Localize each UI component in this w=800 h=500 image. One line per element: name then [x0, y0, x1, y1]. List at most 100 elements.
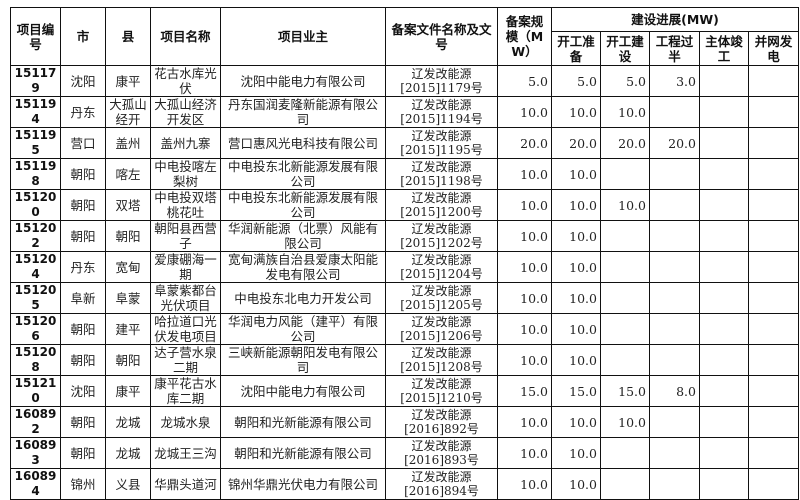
project-name: 朝阳县西营子: [150, 220, 221, 252]
doc-number: [2015]1194号: [400, 112, 483, 126]
project-name: 阜蒙紫都台光伏项目: [150, 282, 221, 314]
filed-scale: 10.0: [497, 313, 552, 345]
stage-value: [600, 220, 650, 252]
stage-value: [649, 344, 700, 376]
stage-value: [649, 282, 700, 314]
filed-scale: 10.0: [497, 406, 552, 438]
header-stage: 开工建设: [600, 31, 650, 66]
doc-name: 辽发改能源: [411, 284, 472, 298]
project-id: 151208: [10, 344, 61, 376]
filed-scale: 20.0: [497, 127, 552, 159]
project-name: 爱康硼海一期: [150, 251, 221, 283]
county: 阜蒙: [105, 282, 151, 314]
filing-document: 辽发改能源 [2016]893号: [385, 437, 498, 469]
project-owner: 三峡新能源朝阳发电有限公司: [220, 344, 386, 376]
project-id: 151179: [10, 65, 61, 97]
project-name: 大孤山经济开发区: [150, 96, 221, 128]
table-row: 151210 沈阳 康平 康平花古水库二期 沈阳中能电力有限公司 辽发改能源 [2015]1…: [10, 375, 799, 407]
filed-scale: 5.0: [497, 65, 552, 97]
doc-name: 辽发改能源: [411, 408, 472, 422]
city: 朝阳: [60, 344, 106, 376]
stage-value: [699, 406, 749, 438]
stage-value: [649, 158, 700, 190]
project-id: 151194: [10, 96, 61, 128]
project-name: 盖州九寨: [150, 127, 221, 159]
header-owner: 项目业主: [220, 7, 386, 66]
doc-number: [2015]1198号: [400, 174, 483, 188]
doc-name: 辽发改能源: [411, 191, 472, 205]
doc-number: [2015]1208号: [400, 360, 483, 374]
table-row: 151208 朝阳 朝阳 达子营水泉二期 三峡新能源朝阳发电有限公司 辽发改能源 [2015…: [10, 344, 799, 376]
project-id: 151204: [10, 251, 61, 283]
stage-value: [600, 313, 650, 345]
city: 沈阳: [60, 65, 106, 97]
filing-document: 辽发改能源 [2015]1198号: [385, 158, 498, 190]
project-id: 160894: [10, 468, 61, 500]
stage-value: [748, 313, 799, 345]
county: 双塔: [105, 189, 151, 221]
filing-document: 辽发改能源 [2016]894号: [385, 468, 498, 500]
project-name: 花古水库光伏: [150, 65, 221, 97]
doc-name: 辽发改能源: [411, 160, 472, 174]
county: 康平: [105, 65, 151, 97]
doc-name: 辽发改能源: [411, 67, 472, 81]
stage-value: [748, 158, 799, 190]
stage-value: [699, 282, 749, 314]
header-id: 项目编号: [10, 7, 61, 66]
stage-value: [600, 251, 650, 283]
city: 朝阳: [60, 313, 106, 345]
project-owner: 宽甸满族自治县爱康太阳能发电有限公司: [220, 251, 386, 283]
filing-document: 辽发改能源 [2015]1202号: [385, 220, 498, 252]
doc-name: 辽发改能源: [411, 470, 472, 484]
stage-value: [699, 468, 749, 500]
filing-document: 辽发改能源 [2015]1194号: [385, 96, 498, 128]
stage-value: 20.0: [649, 127, 700, 159]
stage-value: 8.0: [649, 375, 700, 407]
city: 朝阳: [60, 189, 106, 221]
project-id: 151202: [10, 220, 61, 252]
table-row: 160893 朝阳 龙城 龙城王三沟 朝阳和光新能源有限公司 辽发改能源 [2016]893…: [10, 437, 799, 469]
header-progress: 建设进展(MW): [551, 7, 799, 32]
table-row: 151204 丹东 宽甸 爱康硼海一期 宽甸满族自治县爱康太阳能发电有限公司 辽发改能源[…: [10, 251, 799, 283]
filing-document: 辽发改能源 [2015]1204号: [385, 251, 498, 283]
table-row: 160894 锦州 义县 华鼎头道河 锦州华鼎光伏电力有限公司 辽发改能源 [2016]89…: [10, 468, 799, 500]
city: 营口: [60, 127, 106, 159]
stage-value: [699, 437, 749, 469]
doc-name: 辽发改能源: [411, 253, 472, 267]
doc-name: 辽发改能源: [411, 129, 472, 143]
doc-number: [2015]1205号: [400, 298, 483, 312]
header-doc: 备案文件名称及文号: [385, 7, 498, 66]
stage-value: [600, 344, 650, 376]
table-row: 151205 阜新 阜蒙 阜蒙紫都台光伏项目 中电投东北电力开发公司 辽发改能源 [2015…: [10, 282, 799, 314]
filed-scale: 10.0: [497, 468, 552, 500]
project-owner: 朝阳和光新能源有限公司: [220, 437, 386, 469]
project-id: 151206: [10, 313, 61, 345]
doc-name: 辽发改能源: [411, 222, 472, 236]
stage-value: [699, 344, 749, 376]
doc-number: [2016]894号: [404, 484, 479, 498]
stage-value: [748, 251, 799, 283]
county: 大孤山经开: [105, 96, 151, 128]
table-row: 151206 朝阳 建平 哈拉道口光伏发电项目 华润电力风能（建平）有限公司 辽发改能源[…: [10, 313, 799, 345]
stage-value: 10.0: [600, 189, 650, 221]
project-name: 龙城水泉: [150, 406, 221, 438]
project-table: 项目编号 市 县 项目名称 项目业主 备案文件名称及文号 备案规模（MW） 建设…: [10, 7, 799, 500]
filed-scale: 10.0: [497, 344, 552, 376]
city: 朝阳: [60, 406, 106, 438]
header-stage: 主体竣工: [699, 31, 749, 66]
stage-value: 10.0: [551, 313, 601, 345]
project-id: 151195: [10, 127, 61, 159]
stage-value: [748, 189, 799, 221]
stage-value: 10.0: [551, 437, 601, 469]
stage-value: [649, 468, 700, 500]
stage-value: 10.0: [551, 251, 601, 283]
table-row: 151200 朝阳 双塔 中电投双塔桃花吐 中电投东北新能源发展有限公司 辽发改能源 [20…: [10, 189, 799, 221]
stage-value: [649, 251, 700, 283]
doc-name: 辽发改能源: [411, 315, 472, 329]
filed-scale: 10.0: [497, 220, 552, 252]
stage-value: 15.0: [551, 375, 601, 407]
filed-scale: 10.0: [497, 437, 552, 469]
stage-value: [699, 313, 749, 345]
table-row: 151202 朝阳 朝阳 朝阳县西营子 华润新能源（北票）风能有限公司 辽发改能源 [201…: [10, 220, 799, 252]
stage-value: [748, 65, 799, 97]
